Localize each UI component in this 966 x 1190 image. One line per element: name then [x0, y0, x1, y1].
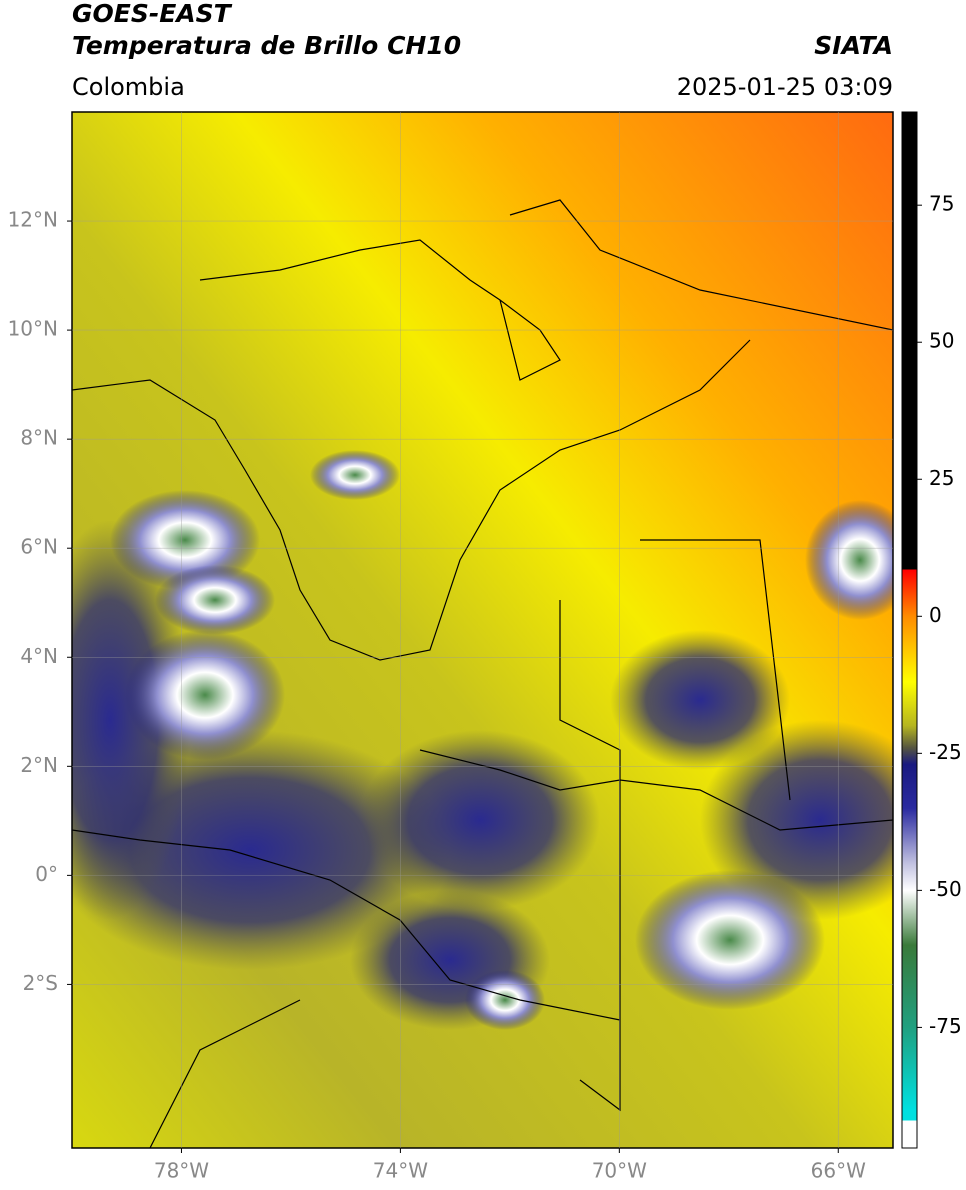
colorbar-tick-label: -50 — [929, 877, 962, 901]
lon-tick-label: 66°W — [811, 1159, 866, 1183]
colorbar-tick-label: 25 — [929, 466, 954, 490]
lat-tick-label: 6°N — [20, 535, 58, 559]
source: SIATA — [814, 31, 893, 60]
lat-tick-label: 12°N — [8, 208, 58, 232]
lat-tick-label: 2°N — [20, 753, 58, 777]
lon-tick-label: 74°W — [373, 1159, 428, 1183]
lon-tick-label: 70°W — [592, 1159, 647, 1183]
lat-tick-label: 8°N — [20, 426, 58, 450]
region: Colombia — [72, 73, 185, 101]
lat-tick-label: 0° — [35, 862, 58, 886]
colorbar-tick-label: 0 — [929, 603, 942, 627]
lat-tick-label: 4°N — [20, 644, 58, 668]
colorbar-tick-label: -25 — [929, 740, 962, 764]
title: GOES-EAST — [72, 0, 233, 28]
datetime: 2025-01-25 03:09 — [677, 73, 893, 101]
colorbar — [901, 111, 918, 1149]
satellite-image — [72, 112, 893, 1148]
lon-tick-label: 78°W — [154, 1159, 209, 1183]
colorbar-tick-label: -75 — [929, 1014, 962, 1038]
lat-tick-label: 2°S — [23, 971, 58, 995]
colorbar-tick-label: 75 — [929, 192, 954, 216]
subtitle: Temperatura de Brillo CH10 — [72, 31, 461, 60]
lat-tick-label: 10°N — [8, 317, 58, 341]
map-frame — [71, 111, 894, 1149]
colorbar-tick-label: 50 — [929, 329, 954, 353]
